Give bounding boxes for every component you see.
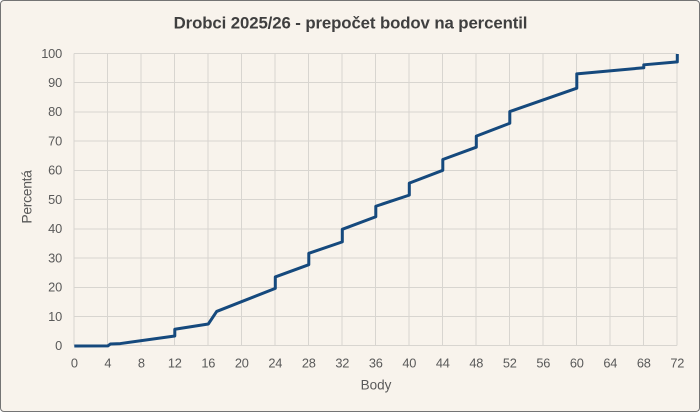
svg-text:44: 44 [436,355,450,370]
svg-text:0: 0 [55,338,62,353]
svg-text:56: 56 [536,355,550,370]
svg-text:60: 60 [48,163,62,178]
svg-text:20: 20 [48,280,62,295]
svg-text:36: 36 [369,355,383,370]
svg-text:28: 28 [302,355,316,370]
svg-text:0: 0 [71,355,78,370]
svg-text:Drobci 2025/26 - prepočet bodo: Drobci 2025/26 - prepočet bodov na perce… [174,13,528,32]
svg-text:Body: Body [361,378,392,393]
svg-text:30: 30 [48,250,62,265]
svg-text:100: 100 [41,46,62,61]
svg-text:80: 80 [48,104,62,119]
svg-text:16: 16 [201,355,215,370]
svg-text:64: 64 [603,355,617,370]
svg-text:40: 40 [48,221,62,236]
svg-text:12: 12 [168,355,182,370]
svg-text:Percentá: Percentá [19,170,35,224]
svg-text:50: 50 [48,192,62,207]
svg-text:20: 20 [235,355,249,370]
svg-text:8: 8 [138,355,145,370]
svg-text:40: 40 [402,355,416,370]
svg-text:60: 60 [570,355,584,370]
svg-text:68: 68 [637,355,651,370]
svg-text:24: 24 [268,355,282,370]
svg-text:70: 70 [48,133,62,148]
svg-text:4: 4 [104,355,111,370]
svg-text:10: 10 [48,309,62,324]
svg-text:72: 72 [670,355,684,370]
svg-text:90: 90 [48,75,62,90]
svg-text:32: 32 [335,355,349,370]
svg-text:48: 48 [469,355,483,370]
svg-text:52: 52 [503,355,517,370]
